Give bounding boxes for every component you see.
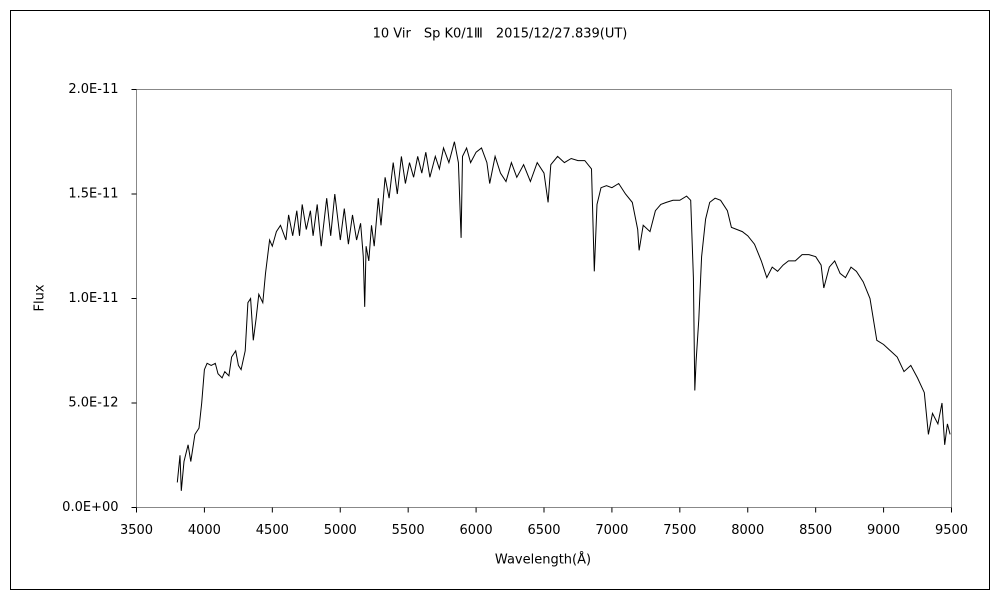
x-tick-label: 7000	[595, 523, 628, 538]
y-tick-label: 0.0E+00	[62, 500, 118, 515]
x-tick-label: 3500	[120, 523, 153, 538]
x-axis-label: Wavelength(Å)	[495, 552, 591, 568]
x-tick-label: 7500	[663, 523, 696, 538]
x-tick-label: 5000	[324, 523, 357, 538]
y-tick-label: 2.0E-11	[68, 82, 118, 97]
x-tick-label: 9000	[867, 523, 900, 538]
chart-title: 10 Vir Sp K0/1Ⅲ 2015/12/27.839(UT)	[373, 27, 628, 42]
x-tick-label: 8000	[731, 523, 764, 538]
x-tick-label: 6000	[460, 523, 493, 538]
y-axis-label: Flux	[33, 284, 48, 311]
x-tick-label: 5500	[392, 523, 425, 538]
y-tick-label: 5.0E-12	[68, 396, 118, 411]
chart-frame	[10, 10, 990, 590]
x-tick-label: 9500	[935, 523, 968, 538]
x-tick-label: 4500	[256, 523, 289, 538]
y-tick-label: 1.5E-11	[68, 187, 118, 202]
x-tick-label: 4000	[188, 523, 221, 538]
y-tick-label: 1.0E-11	[68, 291, 118, 306]
x-tick-label: 8500	[799, 523, 832, 538]
x-tick-label: 6500	[527, 523, 560, 538]
spectrum-line	[176, 141, 951, 491]
